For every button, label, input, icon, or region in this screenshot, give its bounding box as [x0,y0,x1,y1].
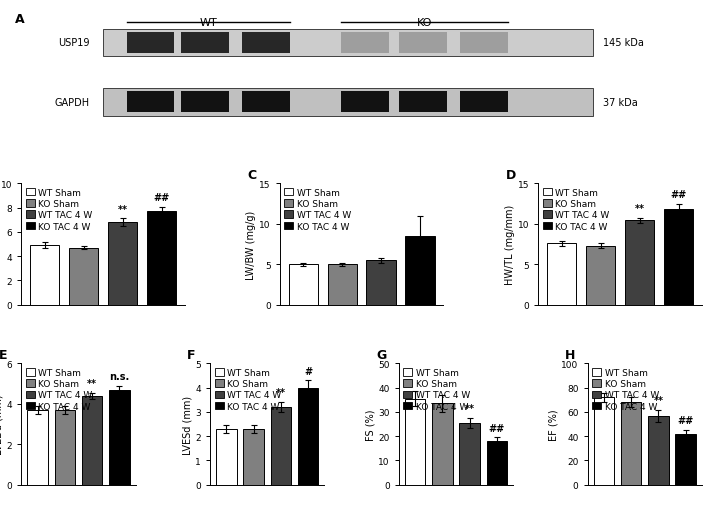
Text: ##: ## [489,423,505,433]
Text: G: G [376,348,386,361]
Text: **: ** [118,204,128,214]
Text: ##: ## [677,416,693,426]
FancyBboxPatch shape [182,33,229,54]
Bar [406,236,435,305]
Legend: WT Sham, KO Sham, WT TAC 4 W, KO TAC 4 W: WT Sham, KO Sham, WT TAC 4 W, KO TAC 4 W [26,188,93,231]
Text: 145 kDa: 145 kDa [603,38,644,48]
Bar [676,434,696,485]
Text: **: ** [635,204,644,214]
Y-axis label: LVESd (mm): LVESd (mm) [182,395,192,454]
Legend: WT Sham, KO Sham, WT TAC 4 W, KO TAC 4 W: WT Sham, KO Sham, WT TAC 4 W, KO TAC 4 W [26,368,93,411]
Text: ##: ## [671,190,686,200]
Bar [621,402,642,485]
Bar [593,397,614,485]
Text: ##: ## [153,193,169,203]
Legend: WT Sham, KO Sham, WT TAC 4 W, KO TAC 4 W: WT Sham, KO Sham, WT TAC 4 W, KO TAC 4 W [403,368,470,411]
Text: C: C [247,169,256,181]
Bar [648,416,669,485]
Text: A: A [14,13,24,26]
Text: KO: KO [417,19,432,28]
Text: **: ** [653,395,664,405]
Bar [28,410,48,485]
Legend: WT Sham, KO Sham, WT TAC 4 W, KO TAC 4 W: WT Sham, KO Sham, WT TAC 4 W, KO TAC 4 W [215,368,281,411]
Text: **: ** [87,378,97,388]
Y-axis label: LW/BW (mg/g): LW/BW (mg/g) [247,210,257,279]
FancyBboxPatch shape [341,92,389,113]
Bar [147,212,176,305]
Text: **: ** [276,388,286,397]
Bar [328,265,357,305]
Bar [271,408,291,485]
Bar [432,403,452,485]
Y-axis label: HW/TL (mg/mm): HW/TL (mg/mm) [505,205,515,284]
Y-axis label: FS (%): FS (%) [365,409,376,440]
Text: D: D [506,169,516,181]
Bar [69,248,99,305]
Text: WT: WT [199,19,218,28]
Text: **: ** [464,403,474,414]
Bar [109,390,130,485]
Bar [367,261,396,305]
FancyBboxPatch shape [341,33,389,54]
Bar [30,245,60,305]
Bar [82,396,102,485]
Bar [243,429,264,485]
FancyBboxPatch shape [242,92,290,113]
Bar [108,223,137,305]
Y-axis label: LVEDd (mm): LVEDd (mm) [0,394,4,454]
FancyBboxPatch shape [103,29,593,57]
Bar [216,429,237,485]
Legend: WT Sham, KO Sham, WT TAC 4 W, KO TAC 4 W: WT Sham, KO Sham, WT TAC 4 W, KO TAC 4 W [284,188,351,231]
Text: E: E [0,348,7,361]
Bar [625,221,654,305]
FancyBboxPatch shape [399,92,447,113]
FancyBboxPatch shape [460,33,508,54]
Text: USP19: USP19 [58,38,89,48]
Legend: WT Sham, KO Sham, WT TAC 4 W, KO TAC 4 W: WT Sham, KO Sham, WT TAC 4 W, KO TAC 4 W [592,368,659,411]
FancyBboxPatch shape [127,33,174,54]
Bar [586,246,615,305]
Text: H: H [564,348,575,361]
Bar [486,441,507,485]
FancyBboxPatch shape [460,92,508,113]
Text: 37 kDa: 37 kDa [603,97,638,108]
FancyBboxPatch shape [127,92,174,113]
Text: #: # [304,366,312,376]
Text: n.s.: n.s. [109,371,130,381]
Text: GAPDH: GAPDH [54,97,89,108]
Bar [664,210,693,305]
FancyBboxPatch shape [182,92,229,113]
Bar [298,388,318,485]
Y-axis label: EF (%): EF (%) [549,409,559,440]
FancyBboxPatch shape [399,33,447,54]
Bar [289,265,318,305]
Text: F: F [187,348,196,361]
Bar [547,244,576,305]
Bar [405,399,425,485]
FancyBboxPatch shape [242,33,290,54]
Legend: WT Sham, KO Sham, WT TAC 4 W, KO TAC 4 W: WT Sham, KO Sham, WT TAC 4 W, KO TAC 4 W [543,188,610,231]
Bar [55,410,75,485]
Bar [459,423,480,485]
FancyBboxPatch shape [103,89,593,117]
